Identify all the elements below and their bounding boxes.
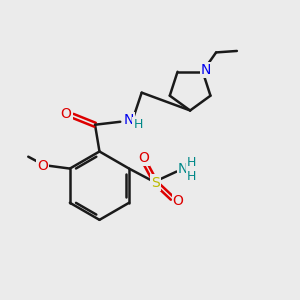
- Text: N: N: [178, 162, 188, 176]
- Text: O: O: [173, 194, 184, 208]
- Text: N: N: [201, 63, 211, 77]
- Text: H: H: [134, 118, 143, 131]
- Text: H: H: [187, 156, 196, 169]
- Text: O: O: [139, 151, 149, 165]
- Text: O: O: [61, 107, 72, 121]
- Text: H: H: [187, 170, 196, 183]
- Text: N: N: [123, 113, 134, 127]
- Text: S: S: [152, 176, 160, 190]
- Text: O: O: [37, 159, 48, 172]
